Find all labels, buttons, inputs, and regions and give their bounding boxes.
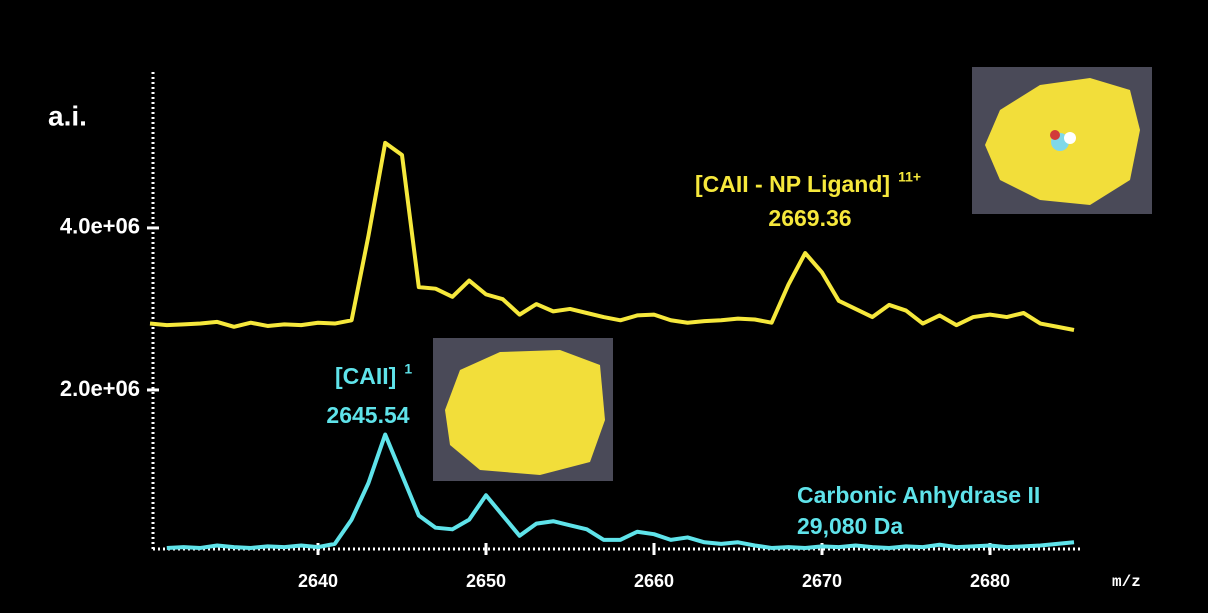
series-line xyxy=(166,432,1075,550)
annotation: 2669.36 xyxy=(768,205,851,231)
y-axis-label: a.i. xyxy=(48,100,87,131)
y-tick-label: 4.0e+06 xyxy=(60,214,140,239)
annotation: [CAII - NP Ligand] xyxy=(695,171,890,197)
series-line xyxy=(149,140,1075,332)
annotation: 29,080 Da xyxy=(797,513,903,539)
x-tick-label: 2650 xyxy=(466,571,506,591)
x-tick-label: 2680 xyxy=(970,571,1010,591)
annotation-superscript: 11+ xyxy=(898,169,921,185)
annotation: Carbonic Anhydrase II xyxy=(797,482,1040,508)
protein-image xyxy=(972,67,1152,214)
x-tick-label: 2640 xyxy=(298,571,338,591)
x-axis-label: m/z xyxy=(1112,573,1141,591)
annotation-superscript: 1 xyxy=(404,361,412,377)
annotation: 2645.54 xyxy=(326,402,409,428)
protein-image xyxy=(433,338,613,481)
x-tick-label: 2670 xyxy=(802,571,842,591)
x-tick-label: 2660 xyxy=(634,571,674,591)
annotation: [CAII] xyxy=(335,363,396,389)
y-tick-label: 2.0e+06 xyxy=(60,376,140,401)
